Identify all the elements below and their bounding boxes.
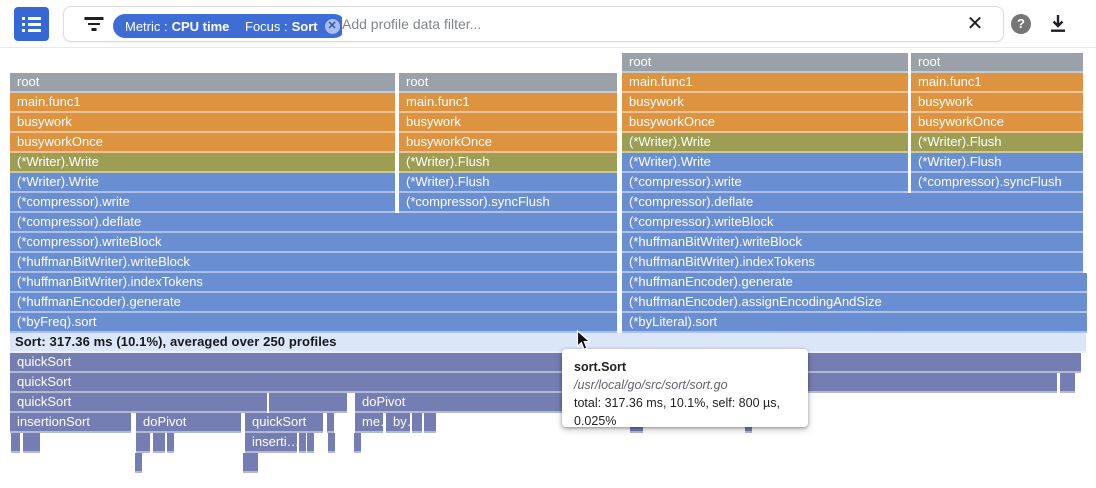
- flame-bar[interactable]: [11, 433, 20, 453]
- flame-bar[interactable]: quickSort: [10, 353, 1081, 373]
- flame-bar[interactable]: [328, 433, 335, 453]
- flame-bar[interactable]: busyworkOnce: [399, 133, 617, 153]
- flame-bar[interactable]: busyworkOnce: [911, 113, 1083, 133]
- flame-bar[interactable]: [307, 433, 314, 453]
- flame-bar[interactable]: busyworkOnce: [622, 113, 908, 133]
- flame-bar[interactable]: main.func1: [622, 73, 908, 93]
- flame-bar[interactable]: doPivot: [136, 413, 241, 433]
- flame-bar[interactable]: root: [399, 73, 617, 93]
- chip-value: CPU time: [171, 18, 230, 34]
- flame-bar[interactable]: [424, 413, 431, 433]
- flame-bar[interactable]: (*Writer).Write: [10, 153, 395, 173]
- flame-bar[interactable]: [153, 433, 165, 453]
- flame-bar[interactable]: (*huffmanBitWriter).writeBlock: [622, 233, 1083, 253]
- flame-bar[interactable]: root: [10, 73, 395, 93]
- flame-bar[interactable]: [251, 453, 258, 473]
- chip-prefix: Metric :: [125, 18, 168, 34]
- flame-bar[interactable]: (*huffmanBitWriter).indexTokens: [10, 273, 617, 293]
- flame-bar[interactable]: (*huffmanBitWriter).writeBlock: [10, 253, 617, 273]
- flame-bar[interactable]: [136, 433, 150, 453]
- flame-bar[interactable]: (*compressor).writeBlock: [622, 213, 1083, 233]
- flame-bar[interactable]: (*Writer).Write: [10, 173, 395, 193]
- flame-bar[interactable]: (*compressor).write: [622, 173, 908, 193]
- flame-bar[interactable]: [412, 413, 422, 433]
- flame-bar[interactable]: (*huffmanEncoder).generate: [622, 273, 1087, 293]
- flame-bar[interactable]: busywork: [622, 93, 908, 113]
- flame-bar[interactable]: (*Writer).Flush: [911, 153, 1083, 173]
- flame-bar[interactable]: busywork: [911, 93, 1083, 113]
- focus-bar[interactable]: Sort: 317.36 ms (10.1%), averaged over 2…: [10, 333, 1086, 353]
- list-view-icon: [22, 16, 49, 20]
- flame-bar[interactable]: busyworkOnce: [10, 133, 395, 153]
- tooltip: sort.Sort /usr/local/go/src/sort/sort.go…: [562, 349, 808, 428]
- flame-bar[interactable]: main.func1: [10, 93, 395, 113]
- flame-bar[interactable]: (*compressor).deflate: [622, 193, 1083, 213]
- flame-bar[interactable]: (*byFreq).sort: [10, 313, 617, 333]
- flame-bar[interactable]: quickSort: [10, 373, 1057, 393]
- flame-bar[interactable]: [269, 393, 347, 413]
- flame-bar[interactable]: (*Writer).Flush: [911, 133, 1083, 153]
- flame-bar[interactable]: [247, 453, 254, 473]
- flame-bar[interactable]: busywork: [399, 113, 617, 133]
- filter-list-icon: [84, 17, 104, 31]
- flame-bar[interactable]: by…: [386, 413, 410, 433]
- flame-bar[interactable]: root: [622, 53, 908, 73]
- flame-bar[interactable]: (*huffmanEncoder).generate: [10, 293, 617, 313]
- flame-bar[interactable]: inserti…: [245, 433, 297, 453]
- chip-remove-icon[interactable]: ✕: [324, 18, 340, 34]
- flame-bar[interactable]: [243, 453, 250, 473]
- tooltip-source-path: /usr/local/go/src/sort/sort.go: [574, 378, 728, 392]
- download-icon[interactable]: [1047, 13, 1069, 35]
- flame-bar[interactable]: (*compressor).writeBlock: [10, 233, 617, 253]
- flame-bar[interactable]: root: [911, 53, 1083, 73]
- chip-value: Sort: [291, 18, 318, 34]
- flame-bar[interactable]: busywork: [10, 113, 395, 133]
- flame-bar[interactable]: (*Writer).Write: [622, 153, 908, 173]
- flame-bar[interactable]: [167, 433, 174, 453]
- flame-bar[interactable]: (*huffmanBitWriter).indexTokens: [622, 253, 1083, 273]
- tooltip-stats: total: 317.36 ms, 10.1%, self: 800 µs, 0…: [574, 396, 780, 428]
- filter-chip-focus[interactable]: Focus : Sort ✕: [233, 14, 346, 38]
- filter-input[interactable]: [342, 12, 902, 36]
- flame-bar[interactable]: [135, 453, 142, 473]
- flame-bar[interactable]: quickSort: [245, 413, 323, 433]
- flame-bar[interactable]: insertionSort: [10, 413, 131, 433]
- flame-bar[interactable]: main.func1: [399, 93, 617, 113]
- flame-bar[interactable]: (*byLiteral).sort: [622, 313, 1087, 333]
- flame-bar[interactable]: [299, 433, 306, 453]
- flame-bar[interactable]: [354, 433, 361, 453]
- flame-bar[interactable]: me…: [355, 413, 383, 433]
- flame-bar[interactable]: main.func1: [911, 73, 1083, 93]
- flame-bar[interactable]: [1060, 373, 1075, 393]
- flame-bar[interactable]: quickSort: [10, 393, 267, 413]
- tooltip-function-name: sort.Sort: [574, 360, 627, 374]
- flame-bar[interactable]: (*compressor).deflate: [10, 213, 617, 233]
- clear-filters-icon[interactable]: ✕: [966, 13, 984, 35]
- flame-bar[interactable]: (*compressor).syncFlush: [911, 173, 1083, 193]
- mouse-cursor: [576, 329, 592, 357]
- flame-bar[interactable]: (*compressor).write: [10, 193, 395, 213]
- flame-bar[interactable]: [28, 433, 35, 453]
- flame-bar[interactable]: (*huffmanEncoder).assignEncodingAndSize: [622, 293, 1087, 313]
- toolbar: Metric : CPU time ✕ Focus : Sort ✕ ✕ ?: [0, 0, 1096, 48]
- help-icon[interactable]: ?: [1011, 14, 1031, 34]
- profile-list-button[interactable]: [14, 7, 49, 41]
- chip-prefix: Focus :: [245, 18, 288, 34]
- flame-bar[interactable]: [327, 413, 334, 433]
- flame-bar[interactable]: (*Writer).Flush: [399, 173, 617, 193]
- flame-bar[interactable]: [429, 413, 436, 433]
- flame-bar[interactable]: [23, 433, 30, 453]
- flame-bar[interactable]: (*compressor).syncFlush: [399, 193, 617, 213]
- flame-bar[interactable]: (*Writer).Flush: [399, 153, 617, 173]
- flame-bar[interactable]: [33, 433, 40, 453]
- flame-bar[interactable]: (*Writer).Write: [622, 133, 908, 153]
